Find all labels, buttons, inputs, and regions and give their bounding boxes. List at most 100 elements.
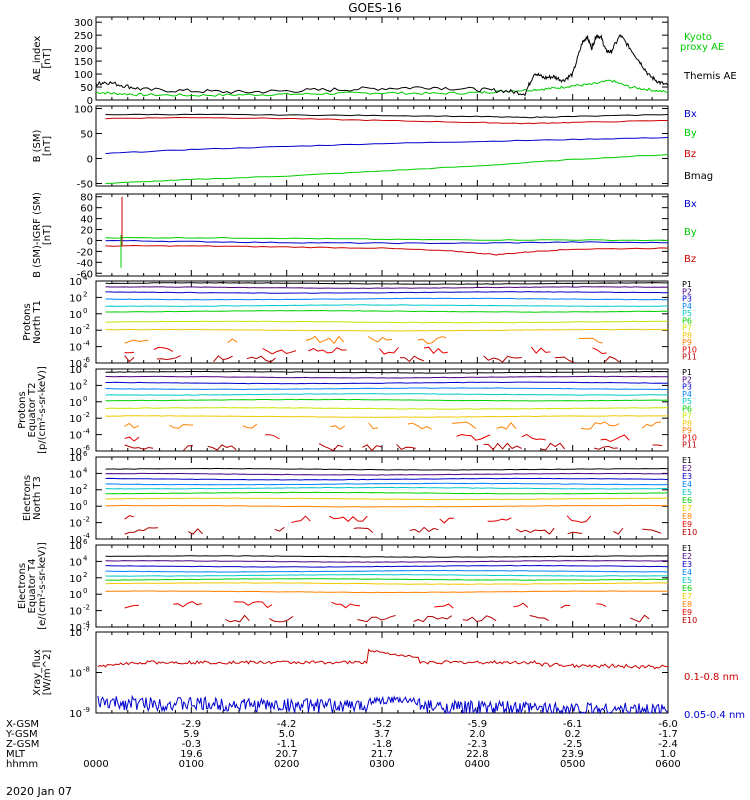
legend-p3: P3 [682,383,692,392]
flux-segment-10 [531,346,551,354]
y-tick-label: -40 [77,258,93,269]
flux-segment-10 [265,434,280,440]
y-tick-label: 10 [69,590,82,601]
legend-e10: E10 [682,616,697,625]
panel-frame [95,368,669,452]
y-axis-label: Electrons [22,475,33,521]
flux-segment-9 [451,421,477,429]
flux-line-7 [105,497,669,501]
flux-line-5 [105,486,669,490]
flux-segment-11 [604,356,620,363]
y-tick-label: 10 [69,381,82,392]
ephem-value: 0.2 [565,729,581,740]
legend-bz: Bz [684,254,696,265]
flux-segment-9 [124,604,139,609]
legend-p1: P1 [682,280,692,289]
series-line-bx [105,239,669,245]
legend-p8: P8 [682,331,692,340]
ephem-value: 23.9 [562,749,584,760]
y-tick-label: 10 [69,293,82,304]
legend-e7: E7 [682,592,692,601]
flux-segment-9 [242,423,258,429]
flux-segment-10 [567,531,583,535]
flux-segment-11 [124,444,154,451]
flux-line-8 [105,415,668,418]
ephem-value: 3.7 [374,729,390,740]
y-tick-label: 10 [69,431,82,442]
flux-line-7 [105,406,669,410]
y-tick-label: 10 [69,541,82,552]
y-tick-exponent: 2 [83,571,87,579]
flux-segment-11 [207,444,237,451]
legend-p6: P6 [682,404,692,413]
legend-p3: P3 [682,295,692,304]
legend-e8: E8 [682,600,692,609]
ephem-value: -0.3 [182,739,202,750]
legend-p2: P2 [682,375,692,384]
legend-p4: P4 [682,302,692,311]
series-line-bmag [105,113,669,119]
flux-segment-9 [124,515,135,520]
ephem-value: 22.8 [466,749,488,760]
flux-segment-9 [328,515,368,523]
legend-e3: E3 [682,560,692,569]
flux-segment-10 [124,351,135,354]
flux-line-4 [105,569,669,573]
y-tick-label: 0 [87,236,93,247]
flux-segment-10 [642,528,662,534]
flux-segment-10 [188,528,203,535]
y-tick-exponent: -7 [83,625,90,633]
ephem-value: -1.8 [372,739,392,750]
y-tick-label: 60 [80,204,93,215]
legend-p11: P11 [682,441,697,450]
flux-segment-10 [308,347,347,354]
legend-e8: E8 [682,512,692,521]
flux-segment-9 [124,339,149,344]
flux-segment-9 [124,422,140,429]
flux-line-7 [105,582,669,585]
series-line-bz [105,244,669,256]
flux-segment-10 [124,436,140,442]
y-axis-label: [nT] [42,136,53,156]
flux-line-6 [105,491,669,495]
legend-by: By [684,128,697,139]
flux-segment-9 [169,423,194,429]
ephem-value: 5.9 [183,729,199,740]
flux-segment-11 [362,444,382,452]
y-axis-label: Protons [22,303,33,340]
legend-p7: P7 [682,412,692,421]
flux-segment-9 [578,337,603,344]
legend-bz: Bz [684,149,696,160]
flux-segment-10 [600,434,630,443]
flux-segment-11 [540,442,566,451]
flux-segment-10 [153,346,174,352]
legend-p10: P10 [682,345,697,354]
ephem-value: 5.0 [279,729,295,740]
y-tick-label: 10 [69,398,82,409]
y-tick-label: 40 [80,215,93,226]
flux-segment-10 [124,527,159,535]
ephem-row-label: MLT [6,749,26,760]
flux-segment-10 [274,526,285,532]
flux-segment-9 [330,425,346,430]
flux-segment-9 [439,517,455,524]
y-axis-label: North T1 [32,300,43,344]
flux-segment-11 [593,445,618,450]
y-tick-label: 10 [69,628,82,639]
flux-segment-11 [652,444,663,446]
y-tick-exponent: 0 [83,395,87,403]
y-tick-label: 10 [69,326,82,337]
legend-p5: P5 [682,397,692,406]
legend-e9: E9 [682,608,692,617]
y-axis-label: Protons [17,391,28,428]
flux-segment-9 [227,338,238,344]
y-tick-label: 10 [69,469,82,480]
legend-bx: Bx [684,109,697,120]
flux-segment-9 [560,604,571,609]
flux-segment-11 [318,443,344,452]
flux-segment-9 [331,601,361,609]
legend-p5: P5 [682,309,692,318]
flux-line-8 [105,590,669,594]
